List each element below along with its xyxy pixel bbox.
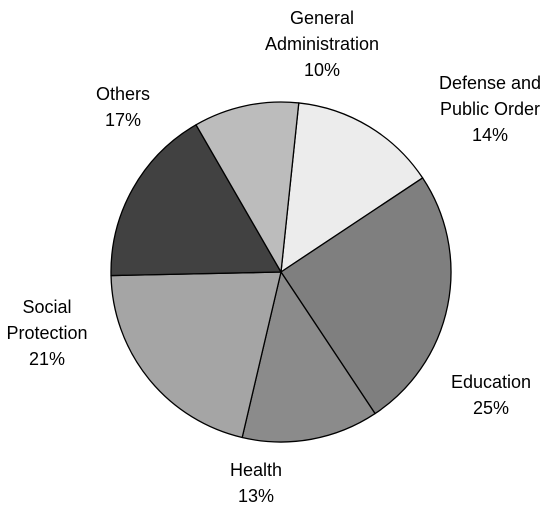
slice-value-label: 13% [238, 486, 274, 506]
slice-category-label: Administration [265, 34, 379, 54]
slice-value-label: 10% [304, 60, 340, 80]
slice-label-0: Defense and Public Order 14% [439, 73, 541, 145]
pie-slice-5 [195, 101, 300, 273]
slice-value-label: 14% [472, 125, 508, 145]
slice-category-label: Health [230, 460, 282, 480]
slice-category-label: Education [451, 372, 531, 392]
slice-category-label: General [290, 8, 354, 28]
slice-label-5: General Administration 10% [265, 8, 379, 80]
pie-slice-1 [280, 177, 452, 415]
slice-category-label: Defense and [439, 73, 541, 93]
slice-category-label: Social [22, 297, 71, 317]
slice-label-2: Health 13% [230, 460, 282, 506]
pie-slice-4 [110, 124, 282, 277]
slice-label-3: Social Protection 21% [6, 297, 87, 369]
pie-slice-0 [280, 102, 424, 273]
pie-slice-3 [110, 271, 282, 439]
slice-category-label: Public Order [440, 99, 540, 119]
slice-label-4: Others 17% [96, 84, 150, 130]
slice-value-label: 17% [105, 110, 141, 130]
slice-category-label: Protection [6, 323, 87, 343]
slice-value-label: 21% [29, 349, 65, 369]
slice-category-label: Others [96, 84, 150, 104]
pie-slice-2 [241, 271, 376, 443]
pie-labels: Defense and Public Order 14% Education 25% He… [6, 8, 541, 506]
slice-value-label: 25% [473, 398, 509, 418]
slice-label-1: Education 25% [451, 372, 531, 418]
pie-slices [110, 101, 452, 443]
